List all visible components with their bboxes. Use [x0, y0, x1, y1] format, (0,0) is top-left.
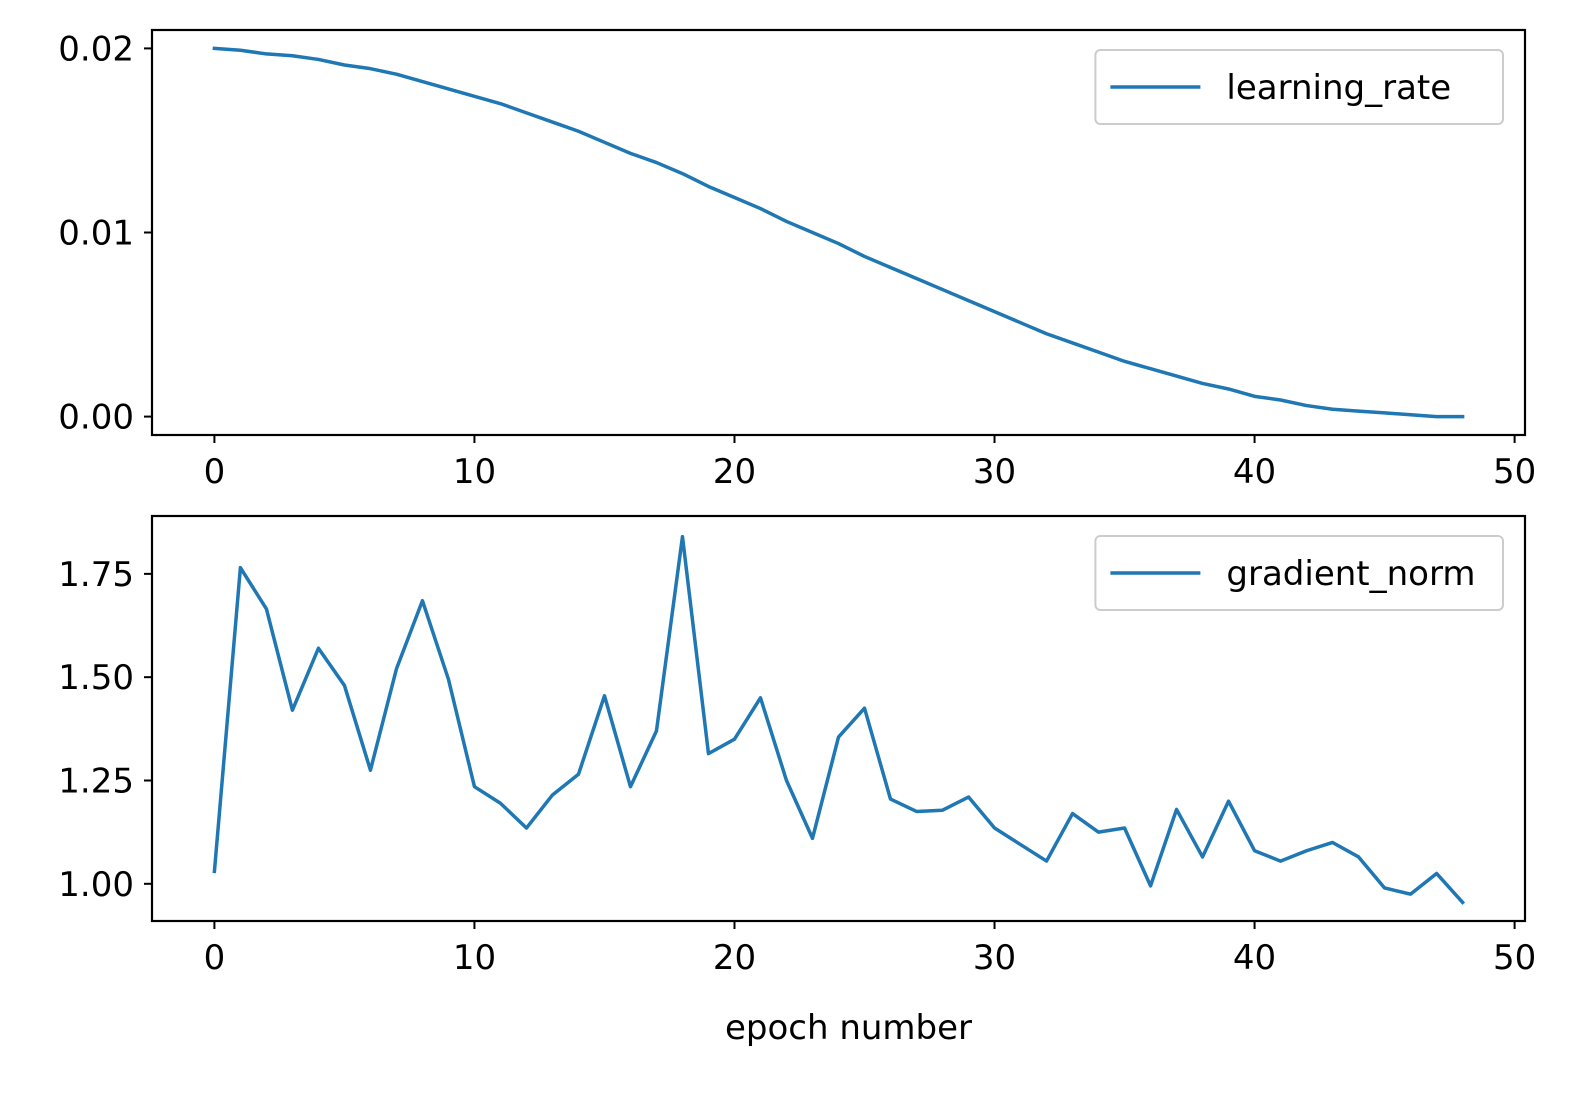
y-tick-label: 1.75	[58, 555, 134, 595]
axes-frame	[150, 514, 1527, 923]
x-tick-label: 50	[1493, 452, 1536, 492]
x-tick-label: 40	[1233, 938, 1276, 978]
x-axis-label: epoch number	[725, 1008, 972, 1048]
y-tick-label: 0.02	[58, 29, 134, 69]
x-tick-label: 30	[973, 938, 1016, 978]
y-tick-label: 1.50	[58, 658, 134, 698]
y-tick-label: 0.00	[58, 398, 134, 438]
x-tick-label: 10	[453, 452, 496, 492]
legend: learning_rate	[1094, 49, 1505, 125]
x-tick-label: 20	[713, 938, 756, 978]
x-tick-label: 40	[1233, 452, 1276, 492]
chart-panel-2: 0 10 20 30 40 50 1.00 1.25 1.50 1.75 epoch number g…	[58, 514, 1536, 1048]
y-tick-label: 1.25	[58, 761, 134, 801]
legend-box	[1094, 535, 1505, 611]
series-line-learning-rate	[212, 46, 1465, 419]
y-tick-label: 1.00	[58, 865, 134, 905]
x-tick-label: 0	[204, 452, 226, 492]
y-tick-label: 0.01	[58, 214, 134, 254]
x-tick-label: 10	[453, 938, 496, 978]
legend-label: learning_rate	[1226, 68, 1451, 108]
series-line-gradient-norm	[212, 534, 1466, 905]
chart-panel-1: 0 10 20 30 40 50 0.00 0.01 0.02 learning_rate	[58, 28, 1536, 492]
legend-label: gradient_norm	[1226, 554, 1475, 594]
x-tick-label: 30	[973, 452, 1016, 492]
legend: gradient_norm	[1094, 535, 1505, 611]
x-tick-label: 0	[204, 938, 226, 978]
x-tick-label: 20	[713, 452, 756, 492]
legend-box	[1094, 49, 1505, 125]
x-tick-label: 50	[1493, 938, 1536, 978]
